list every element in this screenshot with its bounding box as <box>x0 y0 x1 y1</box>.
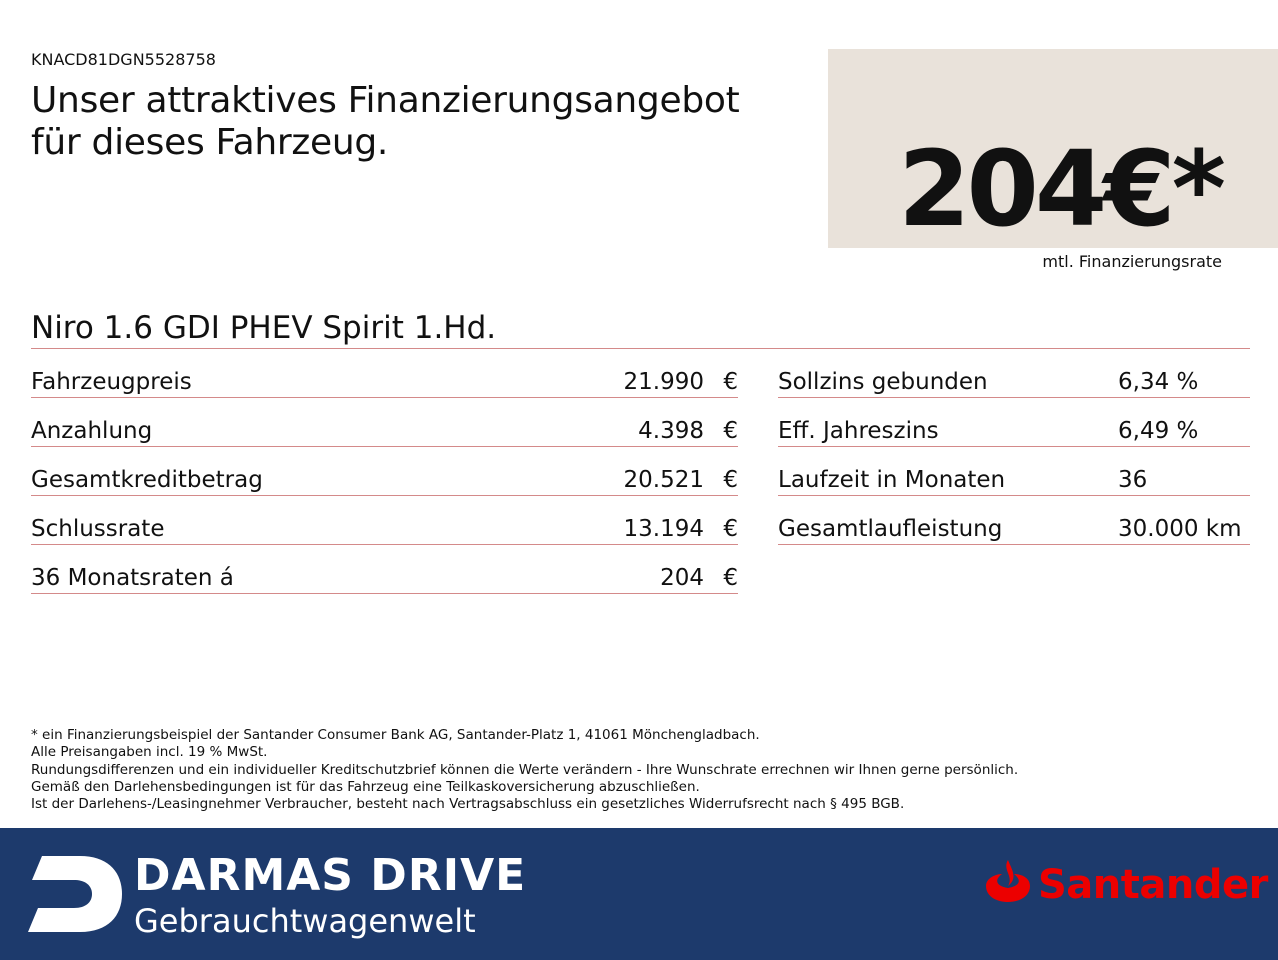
row-value: 6,34 % <box>1118 369 1199 395</box>
row-unit: € <box>723 516 738 542</box>
price: 204€* <box>898 128 1226 250</box>
row-unit: € <box>723 467 738 493</box>
row-value: 21.990 <box>623 369 704 395</box>
price-box: 204€* mtl. Finanzierungsrate <box>828 49 1278 271</box>
rule <box>31 397 738 398</box>
table-row: Schlussrate 13.194 € <box>31 496 738 545</box>
row-label: Eff. Jahreszins <box>778 418 939 444</box>
table-row: Eff. Jahreszins 6,49 % <box>778 398 1250 447</box>
row-label: Schlussrate <box>31 516 165 542</box>
row-value: 6,49 % <box>1118 418 1199 444</box>
row-label: 36 Monatsraten á <box>31 565 234 591</box>
headline: Unser attraktives Finanzierungsangebot f… <box>31 80 740 164</box>
table-row: Anzahlung 4.398 € <box>31 398 738 447</box>
notes: * ein Finanzierungsbeispiel der Santande… <box>31 727 1018 813</box>
table-row: Gesamtlaufleistung 30.000 km <box>778 496 1250 545</box>
rule <box>778 544 1250 545</box>
note-line: Gemäß den Darlehensbedingungen ist für d… <box>31 778 700 795</box>
row-value: 204 <box>660 565 704 591</box>
headline-line: Unser attraktives Finanzierungsangebot <box>31 80 740 121</box>
note-line: Ist der Darlehens-/Leasingnehmer Verbrau… <box>31 796 905 813</box>
table-row: Sollzins gebunden 6,34 % <box>778 349 1250 398</box>
row-label: Laufzeit in Monaten <box>778 467 1006 493</box>
row-label: Sollzins gebunden <box>778 369 988 395</box>
row-unit: € <box>723 369 738 395</box>
table-row: Laufzeit in Monaten 36 <box>778 447 1250 496</box>
brand: DARMAS DRIVE <box>134 850 527 901</box>
row-value: 36 <box>1118 467 1148 493</box>
row-value: 13.194 <box>623 516 704 542</box>
rule <box>31 348 1250 349</box>
row-unit: € <box>723 565 738 591</box>
row-label: Gesamtlaufleistung <box>778 516 1003 542</box>
partner-logo <box>986 860 1030 902</box>
note-line: Rundungsdifferenzen und ein individuelle… <box>31 761 1019 778</box>
rule <box>31 593 738 594</box>
row-value: 4.398 <box>638 418 704 444</box>
note-line: Alle Preisangaben incl. 19 % MwSt. <box>31 744 268 761</box>
row-value: 20.521 <box>623 467 704 493</box>
row-label: Gesamtkreditbetrag <box>31 467 263 493</box>
rule <box>31 446 738 447</box>
brand-logo <box>28 856 122 932</box>
rule <box>778 446 1250 447</box>
vin: KNACD81DGN5528758 <box>31 50 216 69</box>
rule <box>778 495 1250 496</box>
rule <box>31 544 738 545</box>
partner: Santander <box>1038 862 1268 908</box>
rule <box>778 397 1250 398</box>
brand-subtitle: Gebrauchtwagenwelt <box>134 902 476 940</box>
rule <box>31 495 738 496</box>
row-label: Anzahlung <box>31 418 153 444</box>
table-row: Gesamtkreditbetrag 20.521 € <box>31 447 738 496</box>
table-row: Fahrzeugpreis 21.990 € <box>31 349 738 398</box>
note-line: * ein Finanzierungsbeispiel der Santande… <box>31 727 760 743</box>
row-label: Fahrzeugpreis <box>31 369 192 395</box>
price-caption: mtl. Finanzierungsrate <box>1042 252 1222 271</box>
table-row: 36 Monatsraten á 204 € <box>31 545 738 594</box>
headline-line: für dieses Fahrzeug. <box>31 122 389 163</box>
model: Niro 1.6 GDI PHEV Spirit 1.Hd. <box>31 310 497 346</box>
row-value: 30.000 km <box>1118 516 1242 542</box>
row-unit: € <box>723 418 738 444</box>
footer: DARMAS DRIVE Gebrauchtwagenwelt Santande… <box>0 828 1278 960</box>
